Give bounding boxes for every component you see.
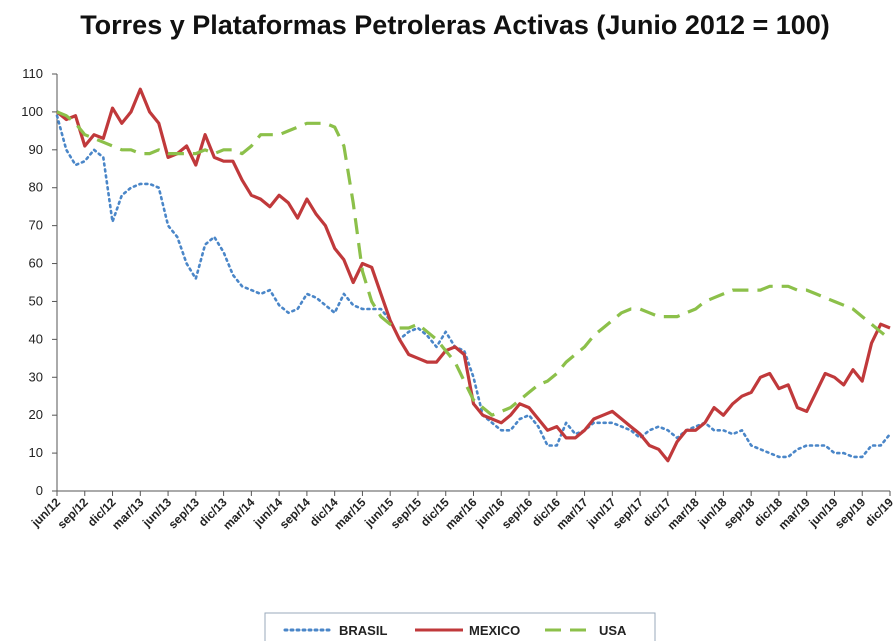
legend-label: BRASIL [339,623,387,638]
x-tick-label: mar/16 [442,495,479,532]
y-tick-label: 70 [29,218,43,233]
series-line [56,110,892,417]
y-tick-label: 10 [29,445,43,460]
y-tick-label: 80 [29,180,43,195]
y-tick-label: 90 [29,142,43,157]
y-tick-label: 110 [22,66,43,81]
x-tick-label: dic/19 [862,495,895,529]
legend-label: USA [599,623,627,638]
x-tick-label: mar/13 [109,495,146,532]
series-line [55,87,891,463]
x-tick-label: mar/14 [220,495,257,532]
legend: BRASIL MEXICO USA [264,612,656,641]
x-tick-label: sep/18 [721,495,758,532]
y-tick-label: 0 [36,483,43,498]
chart-title: Torres y Plataformas Petroleras Activas … [80,10,830,40]
x-tick-label: mar/17 [553,495,590,532]
y-tick-label: 20 [29,407,43,422]
x-tick-label: sep/13 [166,495,203,532]
x-tick-label: sep/17 [610,495,647,532]
y-tick-label: 30 [29,369,43,384]
x-tick-label: mar/18 [664,495,701,532]
x-tick-label: sep/16 [499,495,536,532]
x-tick-label: sep/15 [388,495,425,532]
y-tick-label: 60 [29,256,43,271]
legend-box [264,612,656,641]
x-tick-label: mar/15 [331,495,368,532]
legend-label: MEXICO [469,623,520,638]
x-tick-label: sep/14 [277,495,314,532]
y-tick-label: 50 [29,293,43,308]
series-line [55,114,892,459]
y-tick-label: 100 [21,104,43,119]
x-tick-label: mar/19 [776,495,813,532]
y-tick-label: 40 [29,331,43,346]
x-tick-label: sep/19 [832,495,869,532]
x-tick-label: sep/12 [55,495,92,532]
